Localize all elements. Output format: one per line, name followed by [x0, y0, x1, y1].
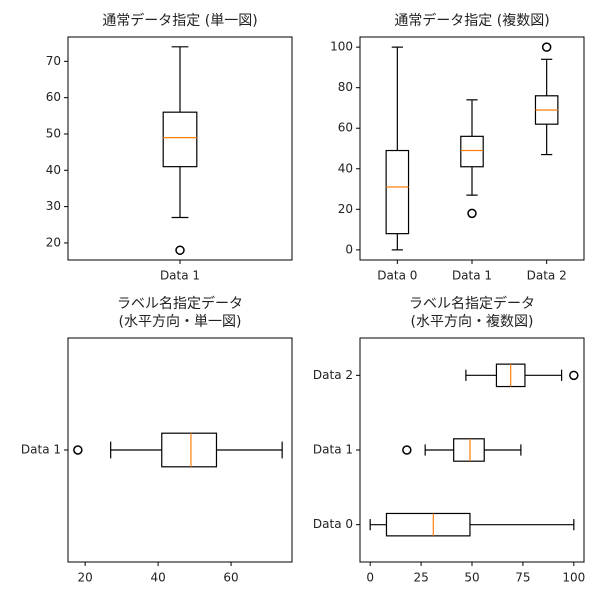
chart-title: ラベル名指定データ [117, 295, 243, 312]
x-tick-label: Data 0 [377, 269, 417, 283]
chart-title: 通常データ指定 (複数図) [394, 12, 549, 29]
x-tick-label: 40 [150, 571, 165, 585]
plot-frame [359, 36, 585, 261]
box [453, 438, 485, 462]
chart-title: 通常データ指定 (単一図) [102, 12, 257, 29]
chart-title: (水平方向・複数図) [411, 313, 534, 330]
x-tick-label: 50 [464, 571, 479, 585]
y-tick-label: 60 [46, 90, 61, 104]
y-tick-label: Data 1 [313, 443, 353, 457]
x-tick-label: Data 1 [160, 269, 200, 283]
box [460, 135, 484, 168]
y-tick-label: 20 [46, 235, 61, 249]
outlier [402, 445, 412, 455]
chart-title: ラベル名指定データ [409, 295, 535, 312]
y-tick-label: Data 2 [313, 368, 353, 382]
x-tick-label: 20 [78, 571, 93, 585]
y-tick-label: 0 [345, 242, 353, 256]
box [161, 432, 218, 468]
box [385, 512, 471, 537]
x-tick-label: 100 [562, 571, 585, 585]
y-tick-label: 40 [46, 163, 61, 177]
outlier [569, 370, 579, 381]
x-tick-label: Data 2 [527, 269, 567, 283]
x-tick-label: 0 [366, 571, 374, 585]
y-tick-label: 100 [330, 40, 353, 54]
box [162, 111, 198, 168]
plot-frame [359, 337, 585, 563]
outlier [175, 245, 185, 255]
y-tick-label: 70 [46, 54, 61, 68]
outlier [467, 208, 477, 219]
y-tick-label: 80 [338, 80, 353, 94]
chart-title: (水平方向・単一図) [119, 314, 242, 330]
y-tick-label: 20 [338, 202, 353, 216]
x-tick-label: Data 1 [452, 269, 492, 283]
y-tick-label: 40 [338, 161, 353, 175]
box [385, 149, 410, 235]
x-tick-label: 75 [515, 571, 530, 585]
y-tick-label: 60 [338, 121, 353, 135]
x-tick-label: 60 [223, 571, 238, 585]
y-tick-label: 30 [46, 199, 61, 213]
y-tick-label: 50 [46, 126, 61, 140]
y-tick-label: Data 0 [313, 517, 353, 531]
outlier [541, 42, 552, 52]
y-tick-label: Data 1 [21, 443, 61, 457]
x-tick-label: 25 [413, 571, 428, 585]
outlier [73, 445, 83, 455]
